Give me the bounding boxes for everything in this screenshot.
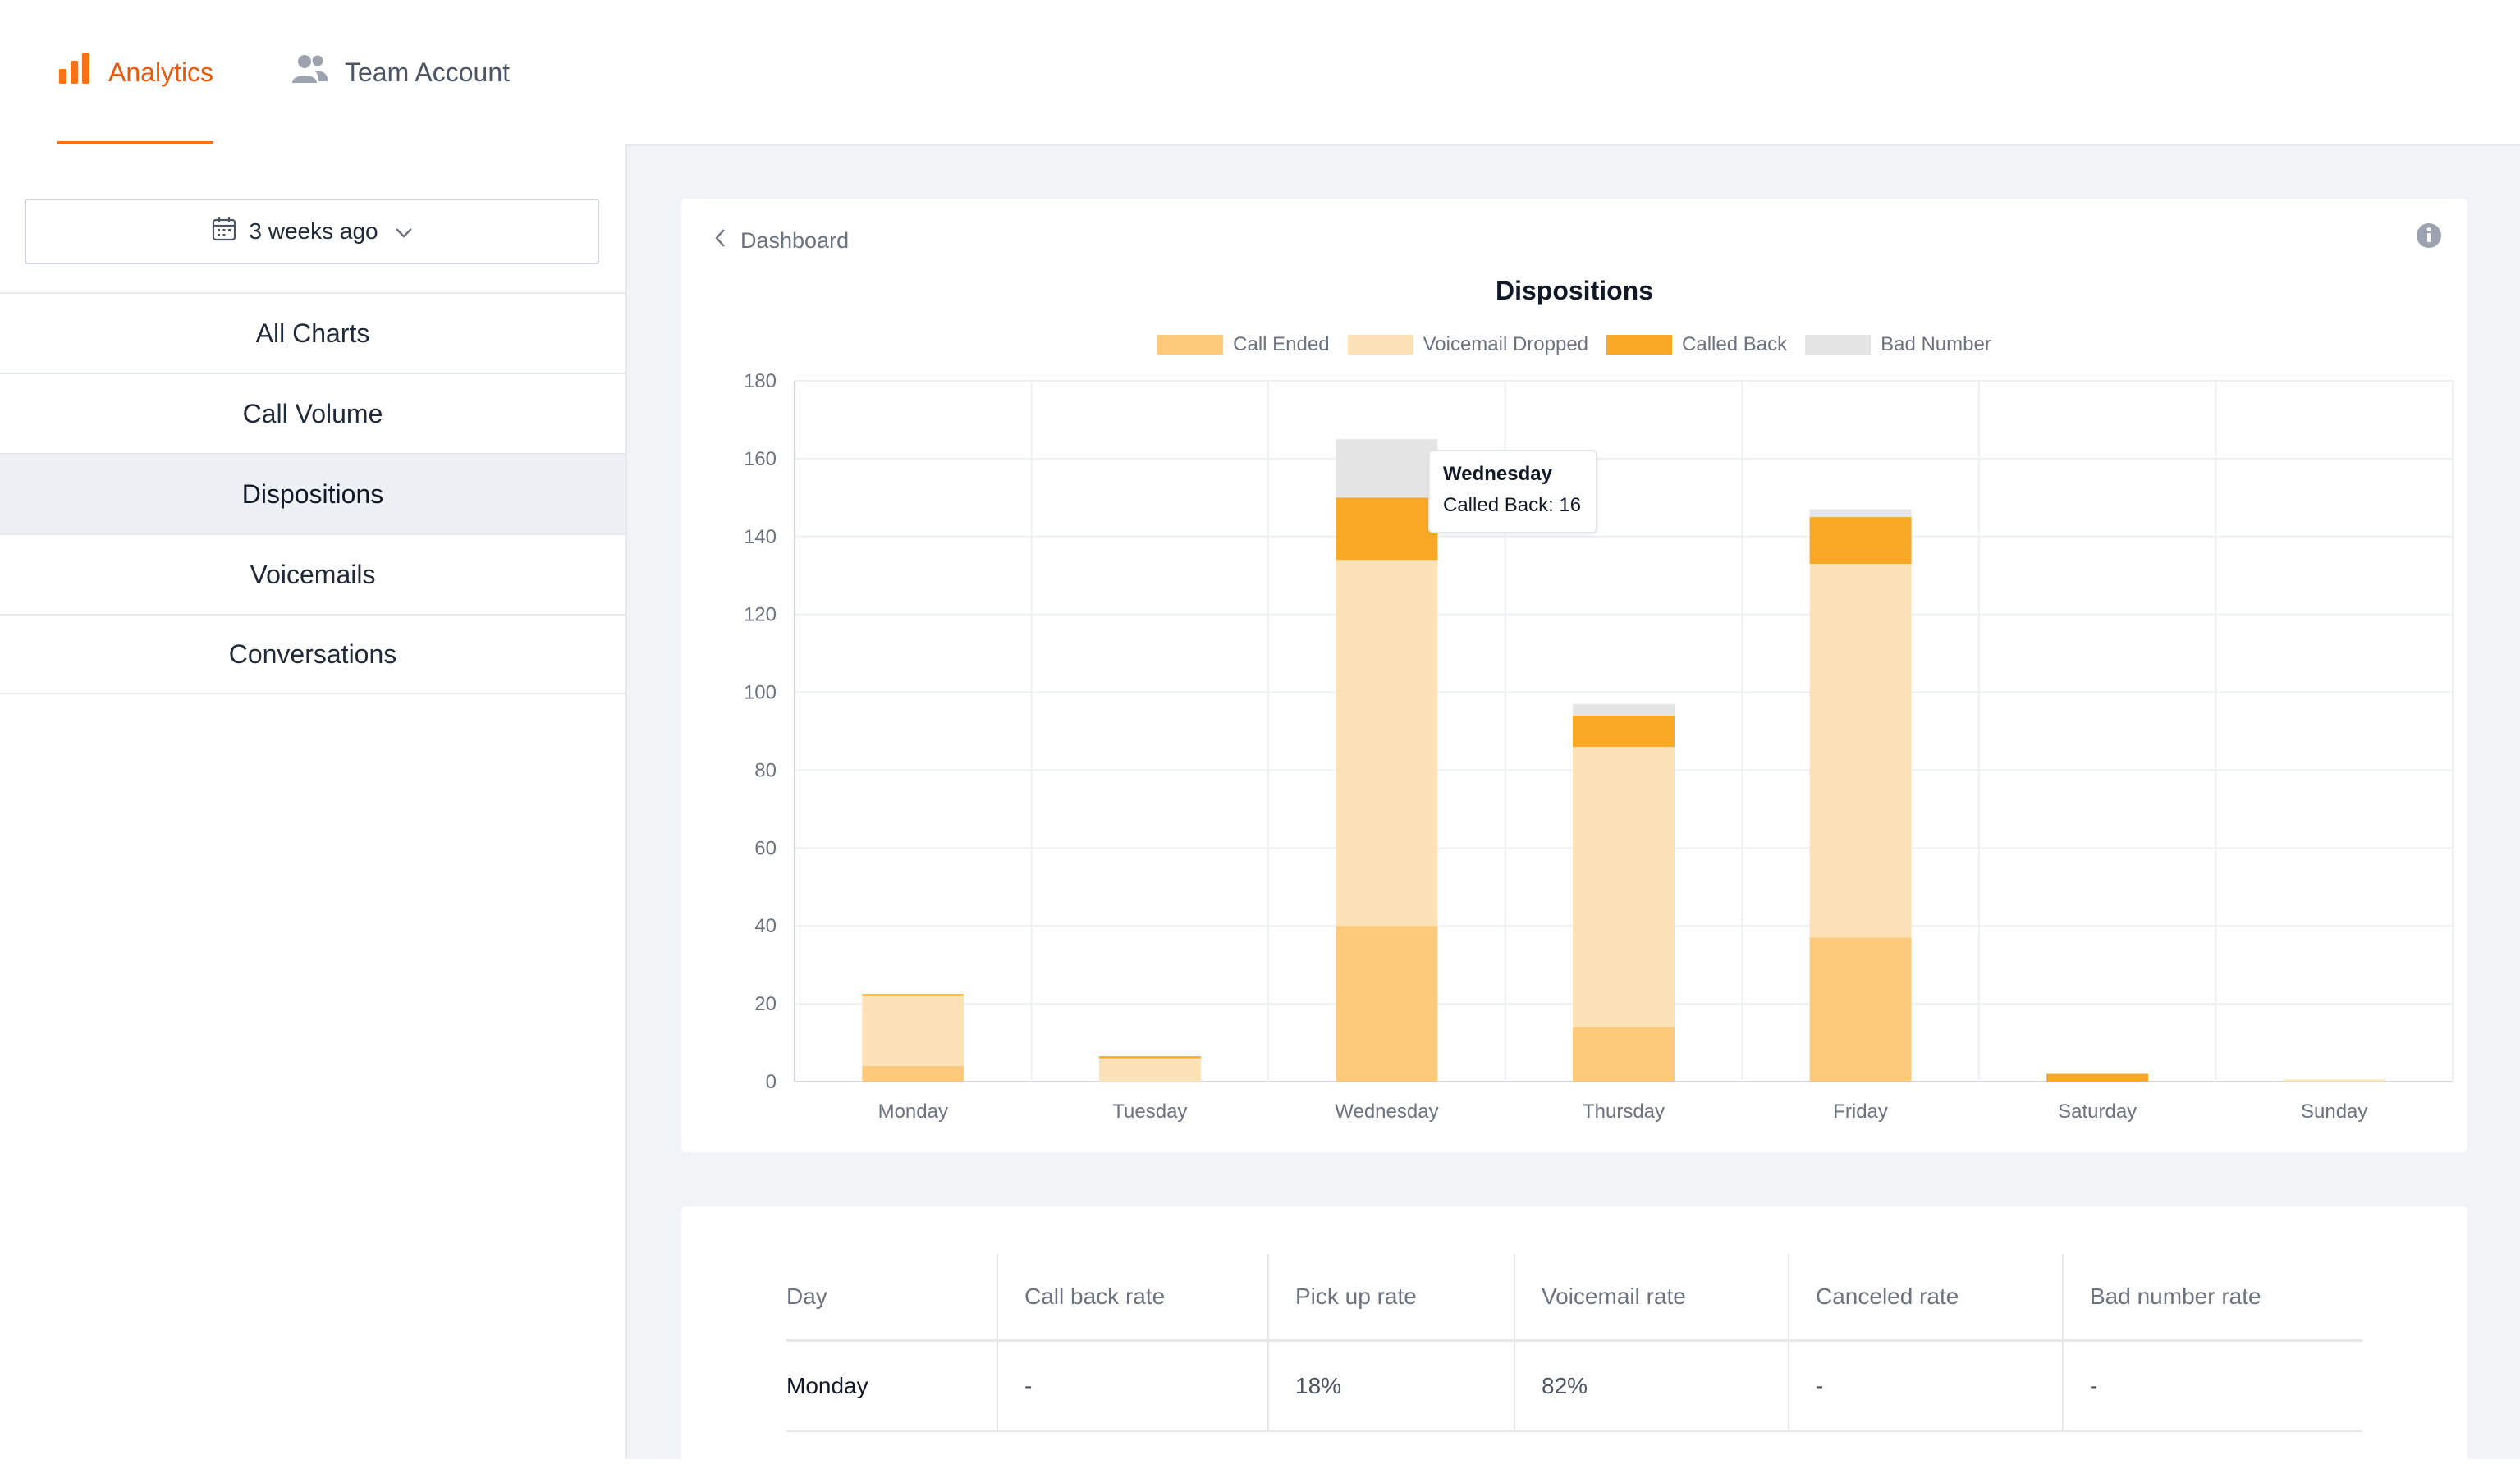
- x-tick-label: Saturday: [2058, 1101, 2137, 1123]
- column-header-call-back-rate[interactable]: Call back rate: [997, 1254, 1269, 1342]
- bar-segment-call-ended: [1809, 937, 1912, 1082]
- table-cell-voicemail-rate: 82%: [1514, 1340, 1789, 1432]
- legend-swatch: [1347, 335, 1413, 355]
- sidebar-item-dispositions[interactable]: Dispositions: [0, 453, 625, 533]
- legend-item-bad-number[interactable]: Bad Number: [1805, 333, 1991, 356]
- legend-swatch: [1606, 335, 1673, 355]
- date-range-value: 3 weeks ago: [249, 218, 378, 244]
- sidebar-item-conversations[interactable]: Conversations: [0, 614, 625, 694]
- legend-label: Called Back: [1682, 333, 1788, 355]
- x-tick-label: Friday: [1833, 1101, 1888, 1123]
- bar-segment-call-ended: [1336, 926, 1438, 1082]
- table-cell-canceled-rate: -: [1789, 1340, 2064, 1432]
- rates-table-card: Day Call back rate Pick up rate Voicemai…: [681, 1206, 2467, 1469]
- legend-label: Voicemail Dropped: [1423, 333, 1589, 355]
- bar-segment-voicemail-dropped: [1573, 746, 1675, 1027]
- top-navigation: Analytics Team Account: [0, 0, 2520, 146]
- legend-swatch: [1805, 335, 1872, 355]
- bar-segment-called-back: [2046, 1073, 2149, 1082]
- x-tick-label: Wednesday: [1335, 1101, 1438, 1123]
- y-tick-label: 160: [744, 448, 777, 470]
- column-header-pick-up-rate[interactable]: Pick up rate: [1268, 1254, 1515, 1342]
- back-to-dashboard-link[interactable]: Dashboard: [714, 228, 849, 254]
- chevron-down-icon: [395, 218, 413, 245]
- bar-chart-icon: [57, 53, 92, 92]
- sidebar-item-all-charts[interactable]: All Charts: [0, 292, 625, 373]
- bar-segment-bad-number: [1336, 439, 1438, 498]
- bar-segment-called-back: [1809, 517, 1912, 564]
- sidebar-item-voicemails[interactable]: Voicemails: [0, 533, 625, 614]
- calendar-icon: [211, 216, 237, 248]
- y-tick-label: 100: [744, 682, 777, 704]
- legend-item-call-ended[interactable]: Call Ended: [1157, 333, 1330, 356]
- y-tick-label: 60: [754, 837, 777, 859]
- tab-label: Analytics: [108, 57, 214, 87]
- tooltip-text: Called Back: 16: [1443, 494, 1582, 516]
- table-cell-pick-up-rate: 18%: [1268, 1340, 1515, 1432]
- bar-segment-call-ended: [1573, 1027, 1675, 1082]
- chevron-left-icon: [714, 228, 726, 254]
- bar-segment-voicemail-dropped: [862, 995, 964, 1067]
- bar-segment-called-back: [862, 994, 964, 996]
- column-header-canceled-rate[interactable]: Canceled rate: [1789, 1254, 2064, 1342]
- back-link-label: Dashboard: [740, 228, 850, 253]
- y-tick-label: 80: [754, 759, 777, 781]
- dispositions-chart: 0 20 40 60 80 100 120 140 160 180 Monday Tuesday Wed…: [744, 370, 2454, 1123]
- info-icon[interactable]: [2415, 222, 2443, 254]
- x-tick-label: Tuesday: [1112, 1101, 1187, 1123]
- chart-title: Dispositions: [1495, 276, 1653, 305]
- bar-segment-called-back: [1098, 1056, 1201, 1059]
- y-tick-label: 40: [754, 915, 777, 937]
- sidebar-item-call-volume[interactable]: Call Volume: [0, 373, 625, 453]
- column-header-bad-number-rate[interactable]: Bad number rate: [2063, 1254, 2362, 1342]
- bar-segment-voicemail-dropped: [1336, 560, 1438, 927]
- x-tick-label: Sunday: [2301, 1101, 2367, 1123]
- legend-label: Call Ended: [1233, 333, 1330, 355]
- y-tick-label: 0: [766, 1071, 777, 1093]
- bar-segment-voicemail-dropped: [1098, 1058, 1201, 1082]
- table-row: Monday - 18% 82% - -: [786, 1340, 2362, 1432]
- table-cell-bad-number-rate: -: [2063, 1340, 2362, 1432]
- y-tick-label: 120: [744, 604, 777, 626]
- table-cell-day: Monday: [786, 1340, 998, 1432]
- chart-tooltip: Wednesday Called Back: 16: [1428, 450, 1597, 533]
- rates-table: Day Call back rate Pick up rate Voicemai…: [786, 1254, 2362, 1432]
- bar-segment-called-back: [1336, 497, 1438, 561]
- bar-segment-voicemail-dropped: [1809, 563, 1912, 938]
- legend-item-called-back[interactable]: Called Back: [1606, 333, 1787, 356]
- sidebar: 3 weeks ago All Charts Call Volume Dispo…: [0, 144, 627, 1459]
- date-range-select[interactable]: 3 weeks ago: [25, 199, 599, 264]
- dispositions-chart-card: 0 20 40 60 80 100 120 140 160 180 Monday Tuesday Wed…: [681, 199, 2467, 1152]
- column-header-voicemail-rate[interactable]: Voicemail rate: [1514, 1254, 1789, 1342]
- x-tick-label: Monday: [878, 1101, 948, 1123]
- bar-segment-bad-number: [1573, 703, 1675, 716]
- y-tick-label: 180: [744, 370, 777, 392]
- bar-segment-bad-number: [1809, 509, 1912, 518]
- tab-label: Team Account: [345, 57, 510, 87]
- users-icon: [291, 53, 328, 91]
- table-cell-call-back-rate: -: [997, 1340, 1269, 1432]
- table-header-row: Day Call back rate Pick up rate Voicemai…: [786, 1254, 2362, 1342]
- main-content: 0 20 40 60 80 100 120 140 160 180 Monday Tuesday Wed…: [627, 146, 2520, 1469]
- y-tick-label: 140: [744, 526, 777, 548]
- legend-item-voicemail-dropped[interactable]: Voicemail Dropped: [1347, 333, 1589, 356]
- legend-swatch: [1157, 335, 1224, 355]
- legend-label: Bad Number: [1881, 333, 1991, 355]
- bar-segment-called-back: [1573, 716, 1675, 747]
- column-header-day[interactable]: Day: [786, 1254, 998, 1342]
- tooltip-title: Wednesday: [1443, 463, 1552, 485]
- active-tab-indicator: [57, 141, 214, 144]
- bar-segment-voicemail-dropped: [2283, 1079, 2385, 1082]
- y-tick-label: 20: [754, 993, 777, 1015]
- chart-legend: Call Ended Voicemail Dropped Called Back…: [681, 333, 2467, 356]
- tab-team-account[interactable]: Team Account: [291, 0, 510, 144]
- tab-analytics[interactable]: Analytics: [57, 0, 214, 144]
- sidebar-menu: All Charts Call Volume Dispositions Voic…: [0, 292, 625, 694]
- x-tick-label: Thursday: [1583, 1101, 1665, 1123]
- bar-segment-call-ended: [862, 1066, 964, 1082]
